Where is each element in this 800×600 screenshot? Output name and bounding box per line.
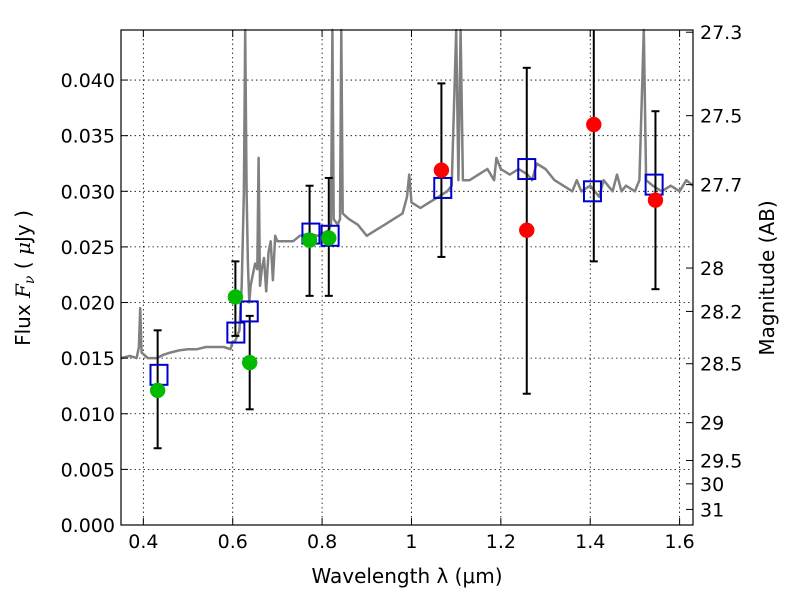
tick-marks xyxy=(121,30,693,526)
y-tick-label: 0.010 xyxy=(61,404,115,426)
y-tick-label: 0.000 xyxy=(61,515,115,537)
mag-tick-label: 31 xyxy=(700,499,724,521)
y-tick-label: 0.035 xyxy=(61,126,115,148)
x-tick-label: 1 xyxy=(405,531,417,553)
x-tick-label: 1.2 xyxy=(486,531,516,553)
nir-data-point xyxy=(647,192,664,208)
marker-layer xyxy=(149,116,664,399)
svg-text:Flux Fν ( μJy ): Flux Fν ( μJy ) xyxy=(11,210,38,346)
nir-data-point xyxy=(586,116,602,133)
y-tick-label: 0.025 xyxy=(61,237,115,259)
x-tick-label: 0.8 xyxy=(307,531,337,553)
optical-data-point xyxy=(241,354,258,371)
mag-tick-label: 28.2 xyxy=(700,301,742,323)
plot-area xyxy=(121,30,693,525)
mag-tick-label: 29 xyxy=(700,413,724,435)
x-axis-label: Wavelength λ (μm) xyxy=(311,564,502,588)
mag-tick-label: 30 xyxy=(700,474,724,496)
y-axis-label-left: Flux Fν ( μJy ) xyxy=(11,210,38,346)
optical-data-point xyxy=(301,232,318,248)
model-photometry-square xyxy=(239,300,259,323)
y-axis-label-right: Magnitude (AB) xyxy=(755,200,779,355)
y-tick-label: 0.005 xyxy=(61,459,115,481)
mag-tick-label: 28.5 xyxy=(700,354,742,376)
mag-tick-label: 28 xyxy=(700,258,724,280)
y-tick-label: 0.040 xyxy=(61,70,115,92)
x-tick-label: 0.4 xyxy=(128,531,158,553)
mag-tick-label: 27.3 xyxy=(700,22,742,44)
x-tick-label: 0.6 xyxy=(218,531,248,553)
tick-labels: 0.4 0.6 0.8 1 1.2 1.4 1.6 0.000 0.005 0.010 0.015 0… xyxy=(61,22,743,553)
x-tick-label: 1.4 xyxy=(575,531,605,553)
grid xyxy=(121,30,693,525)
mag-tick-label: 27.7 xyxy=(700,175,742,197)
y-tick-label: 0.015 xyxy=(61,348,115,370)
model-photometry-square xyxy=(517,158,537,181)
nir-data-point xyxy=(519,222,535,238)
x-tick-label: 1.6 xyxy=(664,531,694,553)
mag-tick-label: 29.5 xyxy=(700,450,742,472)
model-photometry-square xyxy=(433,176,453,199)
y-tick-label: 0.030 xyxy=(61,181,115,203)
model-photometry-square xyxy=(582,180,602,203)
optical-data-point xyxy=(149,382,166,399)
nir-data-point xyxy=(433,162,450,178)
mag-tick-label: 27.5 xyxy=(700,106,742,128)
model-photometry-square xyxy=(226,321,246,344)
optical-data-point xyxy=(321,230,337,246)
svg-text:Magnitude (AB): Magnitude (AB) xyxy=(755,200,779,355)
y-tick-label: 0.020 xyxy=(61,293,115,315)
optical-data-point xyxy=(227,289,244,305)
plot-frame xyxy=(120,29,694,526)
